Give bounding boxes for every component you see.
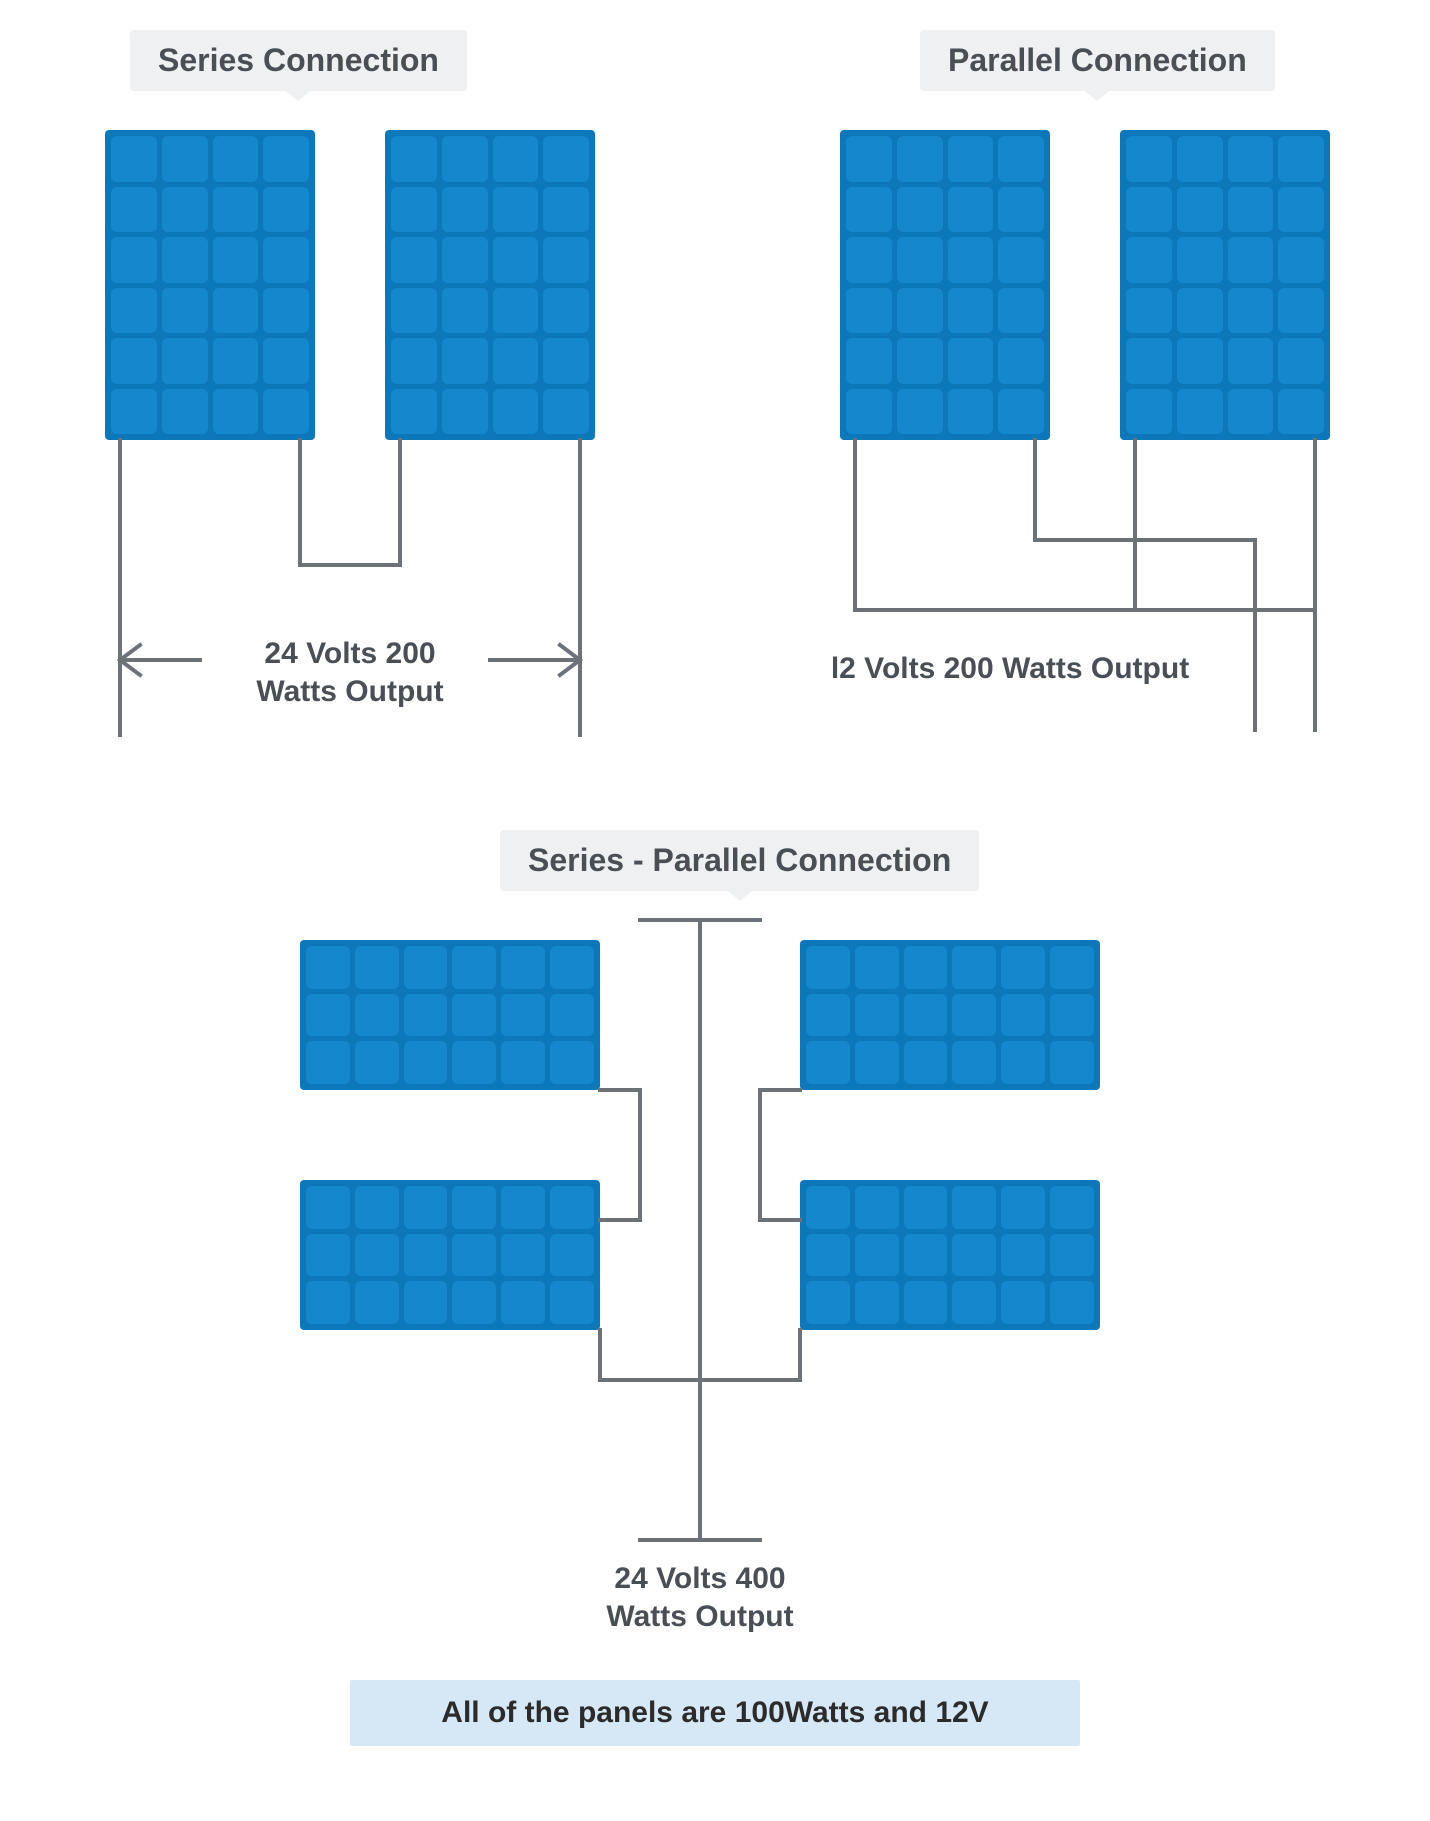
footer-note: All of the panels are 100Watts and 12V bbox=[350, 1680, 1080, 1746]
series-parallel-output-label: 24 Volts 400 Watts Output bbox=[560, 1560, 840, 1635]
series-parallel-wiring bbox=[0, 0, 1430, 1600]
